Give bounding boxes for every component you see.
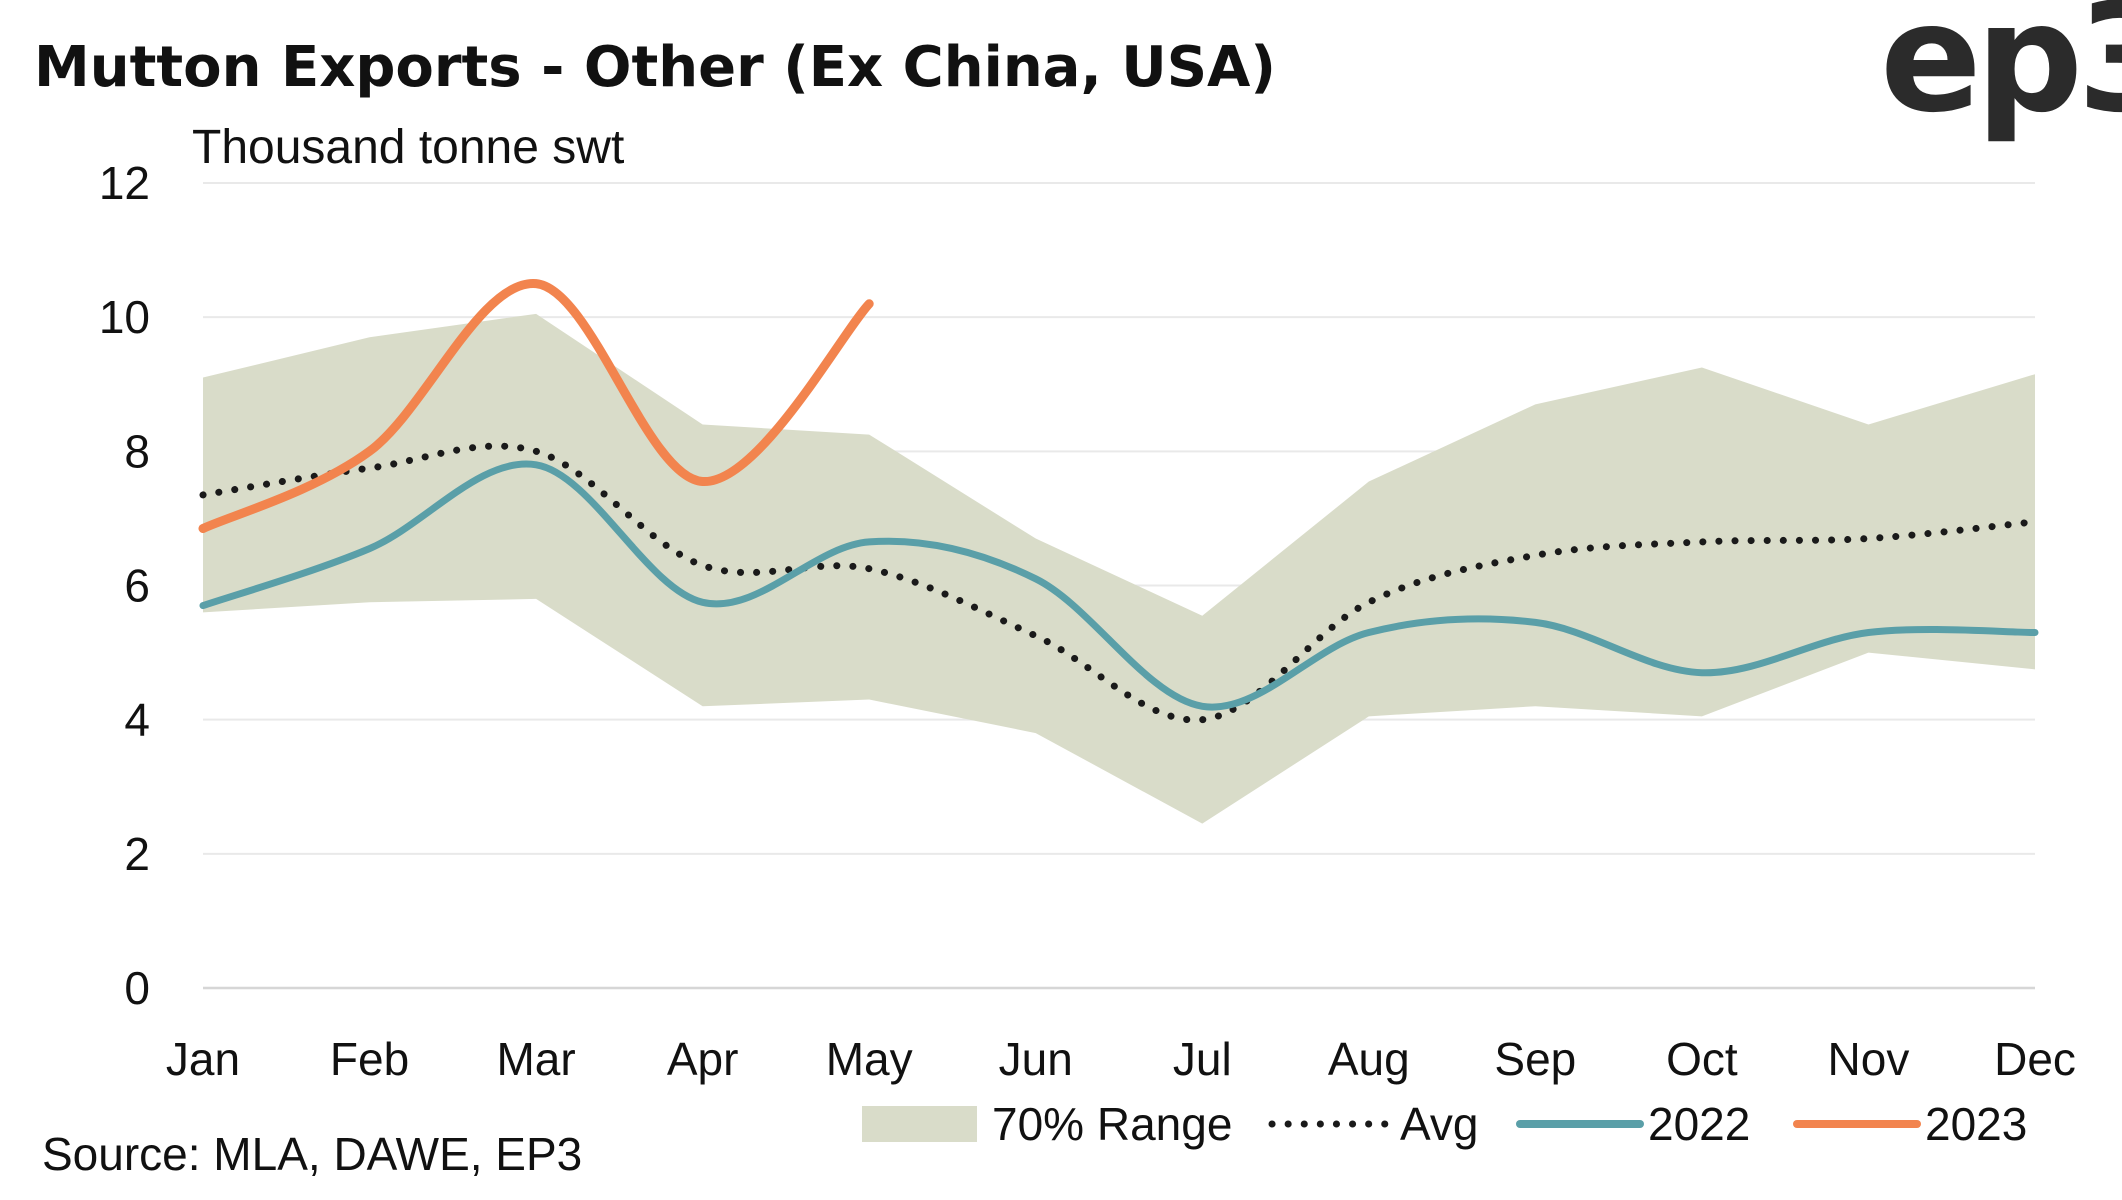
x-tick-label: Jul	[1173, 1033, 1232, 1085]
x-tick-label: Aug	[1328, 1033, 1410, 1085]
y-tick-label: 10	[99, 291, 150, 343]
series-lines	[198, 279, 2039, 724]
series-line-2023	[198, 279, 874, 533]
y-tick-labels: 0 2 4 6 8 10 12	[99, 157, 150, 1014]
range-band	[203, 313, 2035, 824]
legend-label-range: 70% Range	[992, 1098, 1232, 1150]
x-tick-label: Dec	[1994, 1033, 2076, 1085]
y-tick-label: 4	[124, 694, 150, 746]
x-tick-label: Sep	[1494, 1033, 1576, 1085]
y-tick-label: 8	[124, 425, 150, 477]
x-tick-label: Jun	[999, 1033, 1073, 1085]
y-axis-label: Thousand tonne swt	[192, 121, 624, 174]
y-tick-label: 12	[99, 157, 150, 209]
x-tick-label: Feb	[330, 1033, 409, 1085]
y-tick-label: 2	[124, 828, 150, 880]
legend-label-avg: Avg	[1400, 1098, 1478, 1150]
y-tick-label: 0	[124, 962, 150, 1014]
source-note: Source: MLA, DAWE, EP3	[42, 1128, 582, 1180]
x-tick-label: Nov	[1828, 1033, 1910, 1085]
legend: 70% Range Avg 2022 2023	[862, 1098, 2027, 1150]
legend-swatch-range	[862, 1106, 977, 1142]
logo: ep3	[1880, 0, 2122, 146]
y-tick-label: 6	[124, 560, 150, 612]
x-tick-label: Jan	[166, 1033, 240, 1085]
x-tick-label: Oct	[1666, 1033, 1738, 1085]
chart-title: Mutton Exports - Other (Ex China, USA)	[34, 35, 1276, 100]
x-tick-label: Apr	[667, 1033, 739, 1085]
x-tick-label: Mar	[496, 1033, 575, 1085]
x-tick-labels: Jan Feb Mar Apr May Jun Jul Aug Sep Oct Nov Dec	[166, 1033, 2076, 1085]
legend-label-2022: 2022	[1648, 1098, 1750, 1150]
series-line-avg	[199, 442, 2039, 724]
x-tick-label: May	[826, 1033, 913, 1085]
legend-label-2023: 2023	[1925, 1098, 2027, 1150]
series-line-2022	[199, 460, 2039, 711]
